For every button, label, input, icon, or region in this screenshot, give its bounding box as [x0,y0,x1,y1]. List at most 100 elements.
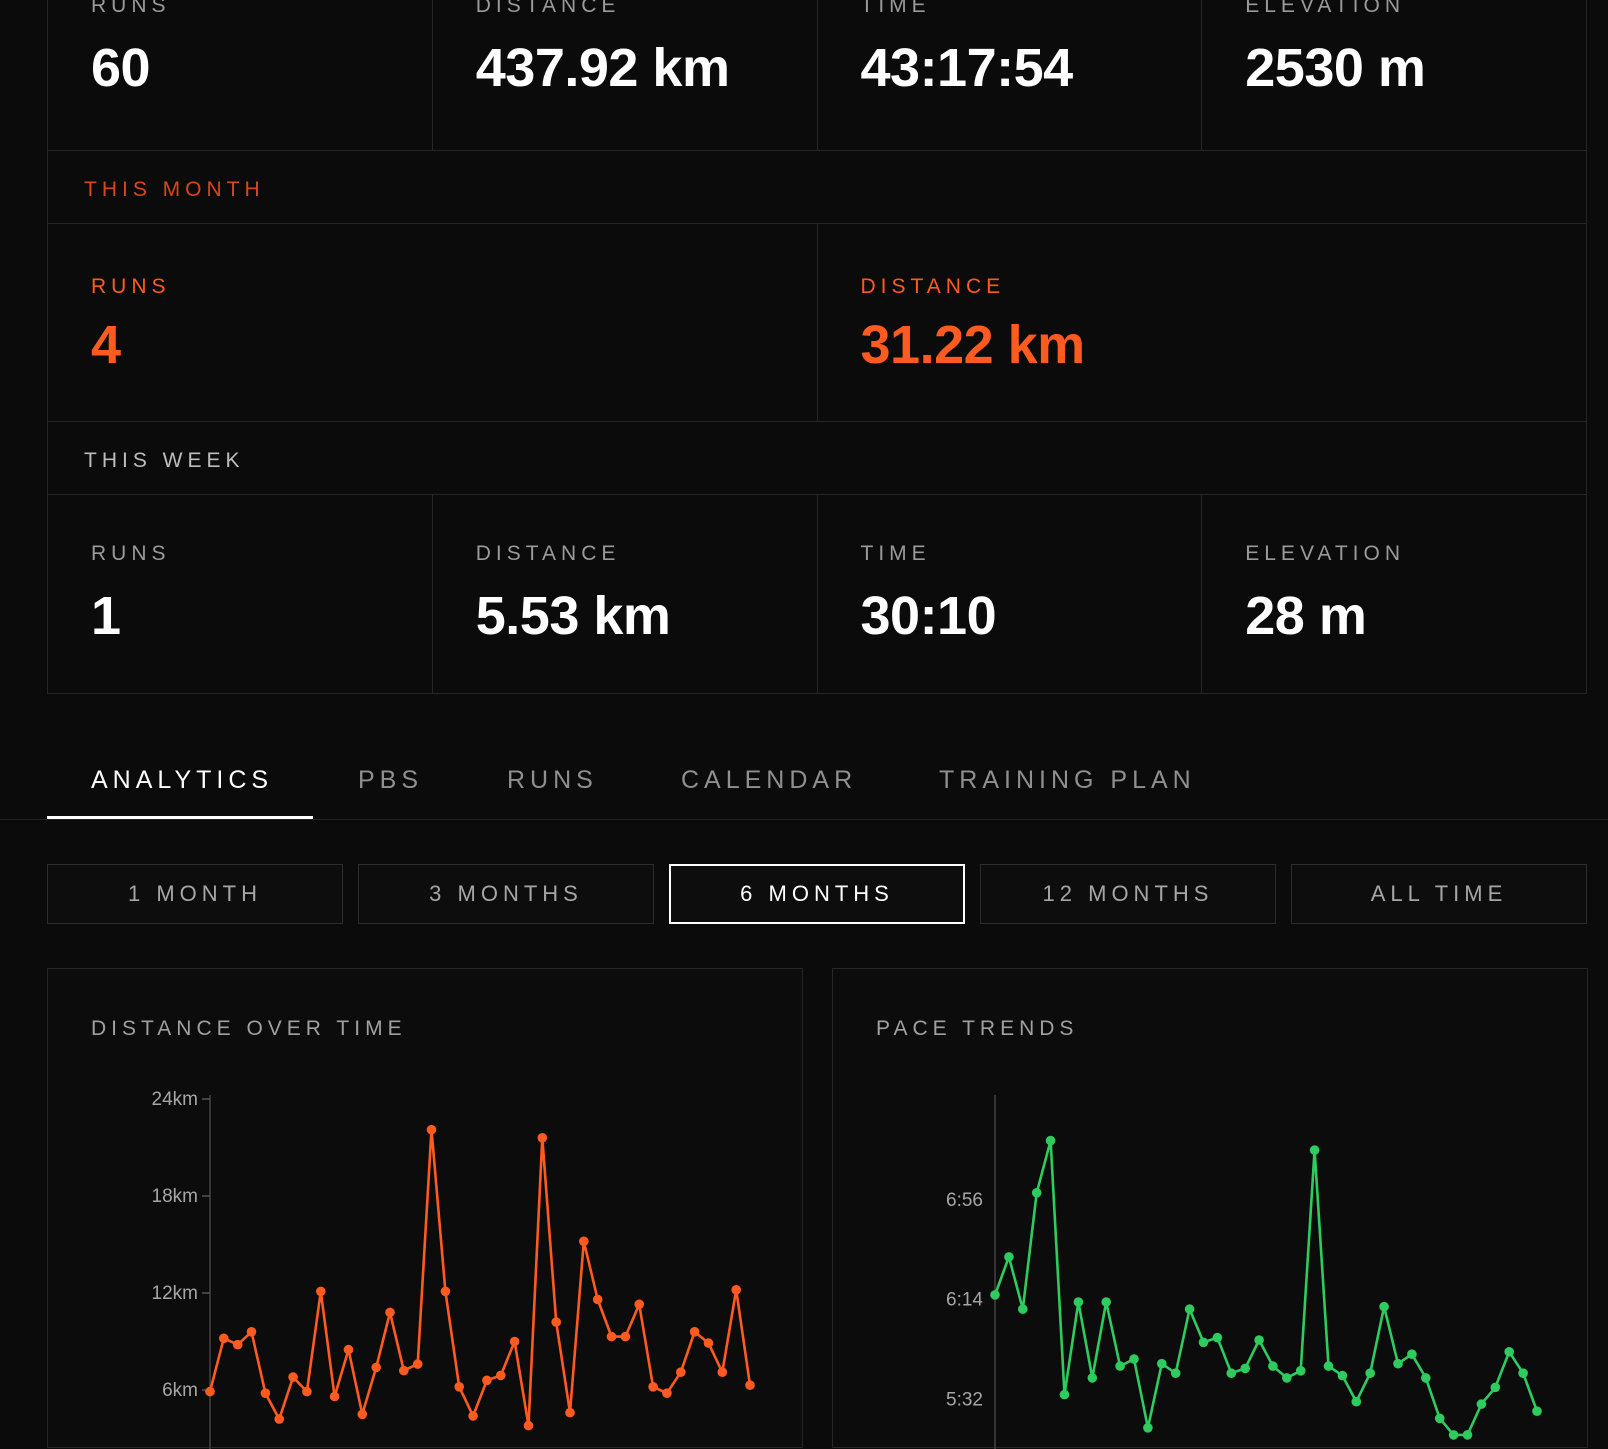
data-point [1212,1332,1223,1343]
tab-analytics[interactable]: ANALYTICS [91,766,274,794]
tab-training-plan[interactable]: TRAINING PLAN [939,766,1196,794]
this-week-header: THIS WEEK [48,422,1586,495]
range-all-time-button[interactable]: ALL TIME [1291,864,1587,924]
data-point [1101,1297,1111,1307]
data-point [205,1386,215,1397]
data-point [1184,1304,1195,1314]
data-point [1337,1370,1348,1381]
data-point [745,1380,755,1390]
data-point [1448,1430,1459,1440]
data-point [1421,1373,1431,1383]
data-point [662,1388,672,1398]
data-point [551,1317,561,1327]
data-point [537,1133,548,1143]
range-3-months-button[interactable]: 3 MONTHS [358,864,654,924]
this-week-distance-value: 5.53 km [475,586,671,646]
all-time-time-value: 43:17:54 [860,38,1074,98]
data-point [1407,1349,1417,1359]
data-point [1323,1361,1334,1371]
all-time-runs-card: RUNS 60 [48,0,433,150]
active-tab-indicator [47,816,313,819]
data-point [523,1420,534,1431]
data-point [426,1124,437,1135]
range-6-months-button[interactable]: 6 MONTHS [669,864,965,924]
stat-label: TIME [860,542,931,565]
data-point [1059,1389,1070,1400]
data-point [620,1331,631,1342]
pace-chart-card: PACE TRENDS 5:32 6:14 6:56 [832,968,1588,1449]
data-point [1268,1361,1278,1371]
distance-chart-card: DISTANCE OVER TIME 24km 18km 12km 6km [47,968,803,1449]
this-week-distance-card: DISTANCE 5.53 km [433,495,818,693]
data-point [1115,1361,1125,1371]
this-week-time-card: TIME 30:10 [818,495,1203,693]
data-point [676,1367,686,1377]
data-point [1170,1368,1181,1378]
data-point [1393,1358,1403,1369]
all-time-distance-card: DISTANCE 437.92 km [433,0,818,150]
all-time-time-card: TIME 43:17:54 [818,0,1203,150]
data-point [990,1290,1000,1300]
all-time-distance-value: 437.92 km [475,38,730,98]
tab-calendar[interactable]: CALENDAR [681,766,858,794]
this-week-elevation-value: 28 m [1245,586,1367,646]
data-point [302,1386,312,1397]
data-point [1504,1347,1514,1357]
data-point [1476,1399,1487,1409]
data-point [440,1286,451,1297]
data-point [1282,1373,1292,1383]
stat-label: ELEVATION [1245,542,1406,565]
series-line [208,1128,752,1427]
y-tick-label: 6km [162,1380,198,1401]
data-point [1129,1354,1139,1364]
data-point [606,1331,617,1342]
range-1-month-button[interactable]: 1 MONTH [47,864,343,924]
data-point [509,1336,520,1347]
data-point [579,1236,589,1247]
y-tick-label: 5:32 [946,1389,983,1410]
data-point [246,1327,257,1337]
data-point [1532,1406,1542,1416]
data-point [1365,1368,1375,1378]
data-point [385,1307,395,1318]
data-point [565,1407,575,1418]
tab-pbs[interactable]: PBS [358,766,424,794]
y-tick-label: 18km [152,1186,198,1207]
range-12-months-button[interactable]: 12 MONTHS [980,864,1276,924]
data-point [454,1382,465,1392]
data-point [1490,1382,1501,1393]
data-point [1379,1301,1389,1312]
data-point [274,1414,284,1424]
data-point [357,1409,368,1420]
data-point [592,1294,603,1305]
all-time-elevation-value: 2530 m [1245,38,1426,98]
main-tabs: ANALYTICS PBS RUNS CALENDAR TRAINING PLA… [0,730,1608,820]
data-point [219,1333,229,1344]
data-point [468,1411,478,1421]
data-point [1143,1423,1153,1433]
pace-trends-chart: 5:32 6:14 6:56 [946,1095,1542,1449]
data-point [412,1359,423,1369]
stats-panel: RUNS 60 DISTANCE 437.92 km TIME 43:17:54… [47,0,1587,694]
stat-label: RUNS [91,542,171,565]
this-week-runs-value: 1 [91,586,121,646]
stat-label: DISTANCE [860,275,1006,298]
data-point [634,1299,644,1310]
data-point [1309,1145,1320,1155]
stat-label: DISTANCE [475,0,621,17]
series-line [993,1139,1539,1437]
this-month-stats-row: RUNS 4 DISTANCE 31.22 km [48,224,1586,422]
data-point [1240,1363,1250,1374]
this-week-runs-card: RUNS 1 [48,495,433,693]
data-point [482,1375,492,1386]
data-point [717,1367,728,1377]
stat-label: TIME [860,0,931,17]
data-point [703,1338,714,1348]
tab-runs[interactable]: RUNS [507,766,598,794]
y-tick-label: 24km [152,1089,198,1110]
data-point [689,1327,700,1337]
stat-label: RUNS [91,0,171,17]
y-tick-label: 6:14 [946,1290,983,1311]
data-point [731,1285,741,1295]
data-point [1018,1304,1028,1314]
